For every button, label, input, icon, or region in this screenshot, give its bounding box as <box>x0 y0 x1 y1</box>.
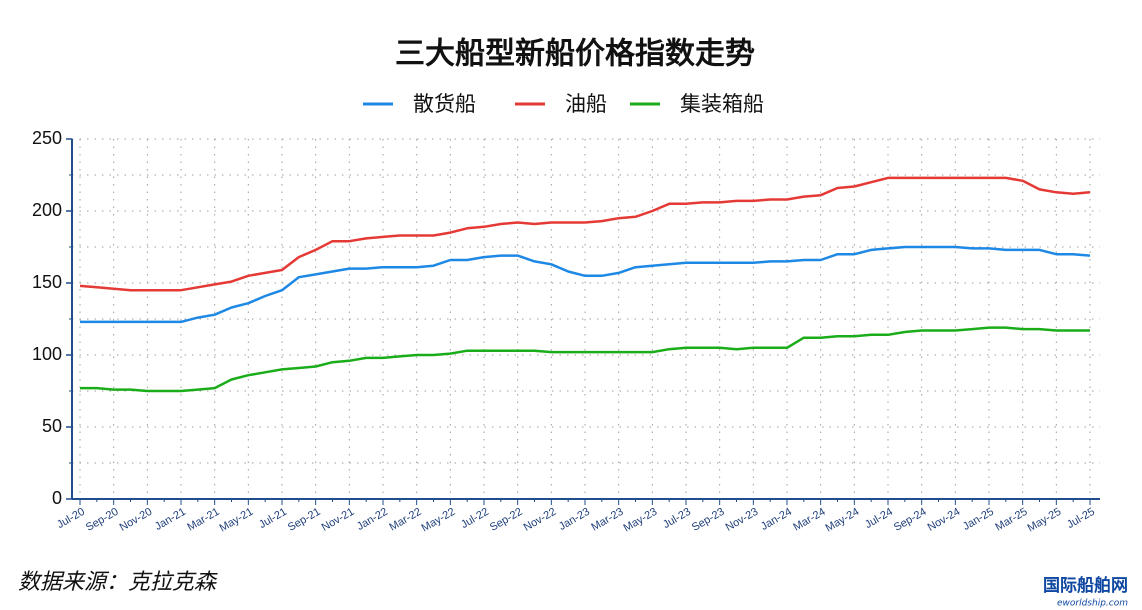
x-tick-label: Nov-21 <box>320 506 357 534</box>
x-tick-label: Jan-25 <box>961 506 996 533</box>
y-tick-label: 150 <box>32 272 62 292</box>
x-tick-label: Mar-23 <box>589 506 625 534</box>
x-tick-label: May-23 <box>622 506 660 535</box>
legend-label: 油船 <box>565 92 607 116</box>
x-tick-label: Sep-23 <box>690 506 727 534</box>
x-tick-label: Jul-21 <box>257 506 289 531</box>
x-tick-label: Nov-22 <box>522 506 559 534</box>
x-tick-label: Nov-23 <box>724 506 761 534</box>
legend-label: 散货船 <box>413 92 476 116</box>
x-tick-label: Jul-25 <box>1065 506 1097 531</box>
x-tick-label: Sep-24 <box>892 506 929 534</box>
series-line <box>80 326 1090 393</box>
y-tick-label: 100 <box>32 344 62 364</box>
chart-title: 三大船型新船价格指数走势 <box>395 37 755 72</box>
x-tick-label: Nov-24 <box>926 506 963 534</box>
x-tick-label: Jan-21 <box>153 506 188 533</box>
x-tick-label: Jul-20 <box>55 506 87 531</box>
x-tick-label: Jul-24 <box>863 506 895 531</box>
x-tick-label: Mar-22 <box>387 506 423 534</box>
legend-label: 集装箱船 <box>680 92 764 116</box>
x-tick-label: Jan-24 <box>759 506 794 533</box>
x-tick-label: May-25 <box>1026 506 1064 535</box>
x-tick-label: Mar-24 <box>791 506 827 534</box>
watermark-url: eworldship.com <box>1057 599 1128 609</box>
x-tick-label: Mar-21 <box>185 506 221 534</box>
series-line <box>79 176 1091 292</box>
x-tick-label: Mar-25 <box>993 506 1029 534</box>
y-tick-label: 0 <box>52 488 62 508</box>
x-tick-label: Nov-20 <box>118 506 155 534</box>
x-tick-label: May-21 <box>218 506 256 535</box>
x-tick-label: Jul-22 <box>459 506 491 531</box>
watermark: 国际船舶网 <box>1043 575 1128 596</box>
series-line <box>80 245 1091 324</box>
x-tick-label: Sep-22 <box>488 506 525 534</box>
y-tick-label: 200 <box>32 200 62 220</box>
x-tick-label: Sep-21 <box>286 506 323 534</box>
x-tick-label: Jan-22 <box>355 506 390 533</box>
source: 数据来源：克拉克森 <box>18 570 218 595</box>
x-tick-label: Jul-23 <box>661 506 693 531</box>
y-tick-label: 50 <box>42 416 62 436</box>
y-tick-label: 250 <box>32 128 62 148</box>
x-tick-label: Sep-20 <box>84 506 121 534</box>
x-tick-label: May-22 <box>420 506 458 535</box>
x-tick-label: May-24 <box>824 506 862 535</box>
x-tick-label: Jan-23 <box>557 506 592 533</box>
